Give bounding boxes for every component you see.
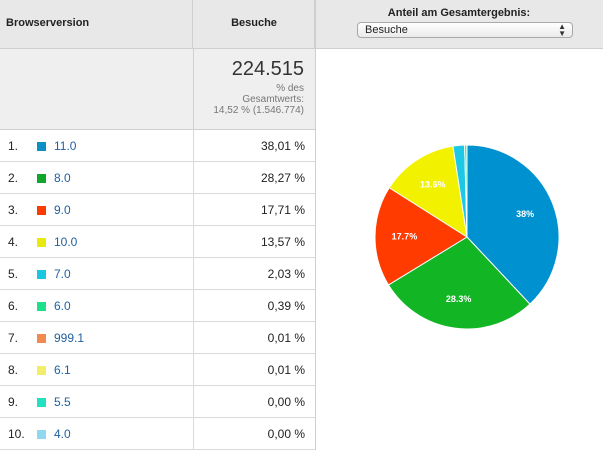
row-color-swatch (37, 398, 46, 407)
column-header-besuche[interactable]: Besuche (231, 17, 277, 29)
table-row: 3. 9.0 17,71 % (0, 194, 315, 226)
share-label: Anteil am Gesamtergebnis: (387, 7, 531, 19)
total-share-line3: 14,52 % (1.546.774) (213, 105, 304, 116)
total-share-line2: Gesamtwerts: (242, 94, 304, 105)
table-row: 4. 10.0 13,57 % (0, 226, 315, 258)
column-divider (193, 322, 194, 354)
table-chart-divider (315, 0, 316, 450)
row-percent: 0,01 % (267, 331, 305, 345)
row-color-swatch (37, 238, 46, 247)
pie-slice-label: 17.7% (392, 231, 418, 241)
row-percent: 38,01 % (260, 139, 305, 153)
pie-slice-label: 13.6% (420, 180, 446, 190)
table-row: 1. 11.0 38,01 % (0, 130, 315, 162)
row-version-link[interactable]: 10.0 (54, 235, 78, 249)
row-percent: 0,00 % (267, 427, 305, 441)
column-divider (193, 354, 194, 386)
row-color-swatch (37, 366, 46, 375)
row-percent: 13,57 % (260, 235, 305, 249)
column-divider (193, 386, 194, 418)
row-color-swatch (37, 302, 46, 311)
table-row: 7. 999.1 0,01 % (0, 322, 315, 354)
table-row: 8. 6.1 0,01 % (0, 354, 315, 386)
pie-slice-label: 38% (516, 209, 534, 219)
header-browserversion: Browserversion (0, 0, 193, 49)
column-divider (193, 162, 194, 194)
row-rank: 7. (8, 331, 19, 345)
row-color-swatch (37, 270, 46, 279)
column-divider (193, 290, 194, 322)
column-divider (193, 258, 194, 290)
column-divider (193, 418, 194, 450)
column-divider (193, 49, 194, 130)
row-version-link[interactable]: 11.0 (54, 139, 77, 153)
table-row: 6. 6.0 0,39 % (0, 290, 315, 322)
row-rank: 9. (8, 395, 19, 409)
header-anteil: Anteil am Gesamtergebnis: Besuche ▲ ▼ (315, 0, 603, 49)
row-percent: 2,03 % (267, 267, 305, 281)
row-color-swatch (37, 142, 46, 151)
row-color-swatch (37, 174, 46, 183)
total-visits: 224.515 (231, 58, 304, 80)
row-color-swatch (37, 334, 46, 343)
row-version-link[interactable]: 9.0 (54, 203, 71, 217)
pie-slice-9-0[interactable] (374, 187, 468, 286)
row-color-swatch (37, 430, 46, 439)
browser-version-table: 1. 11.0 38,01 % 2. 8.0 28,27 % 3. 9.0 17,71 % 4. 1… (0, 130, 315, 450)
column-divider (193, 194, 194, 226)
table-row: 2. 8.0 28,27 % (0, 162, 315, 194)
row-version-link[interactable]: 6.0 (54, 299, 71, 313)
row-percent: 0,00 % (267, 395, 305, 409)
row-rank: 10. (8, 427, 25, 441)
table-row: 5. 7.0 2,03 % (0, 258, 315, 290)
select-arrows-icon: ▲ ▼ (558, 22, 566, 38)
row-rank: 6. (8, 299, 19, 313)
column-divider (193, 130, 194, 162)
column-header-browserversion[interactable]: Browserversion (6, 17, 90, 29)
row-version-link[interactable]: 6.1 (54, 363, 71, 377)
row-rank: 4. (8, 235, 19, 249)
row-version-link[interactable]: 7.0 (54, 267, 71, 281)
row-percent: 28,27 % (260, 171, 305, 185)
row-rank: 3. (8, 203, 19, 217)
row-rank: 1. (8, 139, 19, 153)
pie-chart-area: 38% 28.3% 17.7% 13.6% (315, 49, 603, 450)
row-version-link[interactable]: 4.0 (54, 427, 71, 441)
pie-slice-label: 28.3% (446, 294, 472, 304)
row-rank: 5. (8, 267, 19, 281)
total-share-text: % des Gesamtwerts: 14,52 % (1.546.774) (213, 83, 304, 116)
pie-chart: 38% 28.3% 17.7% 13.6% (374, 144, 560, 330)
row-rank: 8. (8, 363, 19, 377)
pie-slice-10-0[interactable] (388, 145, 468, 239)
pie-slice-11-0[interactable] (466, 144, 560, 305)
table-row: 9. 5.5 0,00 % (0, 386, 315, 418)
row-percent: 0,39 % (267, 299, 305, 313)
row-version-link[interactable]: 8.0 (54, 171, 71, 185)
row-color-swatch (37, 206, 46, 215)
row-percent: 17,71 % (260, 203, 305, 217)
column-divider (193, 226, 194, 258)
header-besuche: Besuche (193, 0, 315, 49)
table-row: 10. 4.0 0,00 % (0, 418, 315, 450)
row-percent: 0,01 % (267, 363, 305, 377)
row-version-link[interactable]: 5.5 (54, 395, 71, 409)
summary-row: 224.515 % des Gesamtwerts: 14,52 % (1.54… (0, 49, 315, 130)
pie-slice-8-0[interactable] (387, 236, 531, 330)
row-version-link[interactable]: 999.1 (54, 331, 85, 345)
row-rank: 2. (8, 171, 19, 185)
share-metric-value: Besuche (365, 24, 408, 36)
share-metric-select[interactable]: Besuche ▲ ▼ (357, 22, 573, 38)
total-share-line1: % des (276, 83, 304, 94)
